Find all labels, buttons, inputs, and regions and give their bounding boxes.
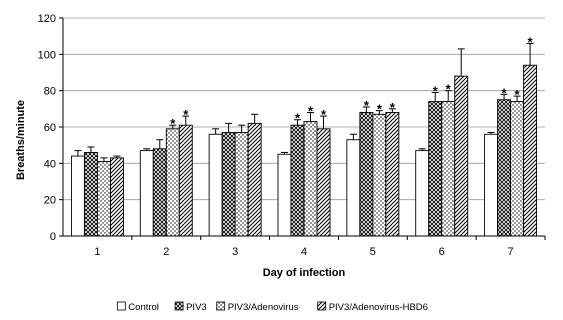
- bar-piv3-day-4: [290, 124, 305, 237]
- significance-star: *: [528, 34, 534, 49]
- significance-star: *: [308, 103, 314, 118]
- bar-control-day-7: [484, 133, 499, 237]
- x-tick-label: 1: [94, 246, 100, 258]
- bar-piv3-adenovirus-hbd6-day-5: [385, 112, 400, 237]
- y-tick-label: 20: [44, 195, 56, 207]
- y-tick-label: 60: [44, 122, 56, 134]
- bar-piv3-adenovirus-hbd6-day-2: [178, 124, 193, 237]
- legend-label: PIV3/Adenovirus-HBD6: [329, 302, 428, 313]
- bar-piv3-day-1: [83, 151, 98, 237]
- bar-control-day-1: [70, 155, 85, 237]
- legend-label: PIV3: [186, 302, 207, 313]
- legend-swatch: [174, 301, 184, 311]
- y-tick-label: 40: [44, 158, 56, 170]
- y-tick-label: 120: [38, 13, 56, 25]
- significance-star: *: [433, 83, 439, 98]
- bar-piv3-adenovirus-hbd6-day-3: [247, 122, 262, 237]
- bar-piv3-day-6: [428, 101, 443, 237]
- legend: Control PIV3 PIV3/Adenovirus PIV3/Adenoviru…: [116, 301, 428, 313]
- x-tick-label: 2: [163, 246, 169, 258]
- bar-piv3-day-7: [497, 99, 512, 237]
- bar-piv3-adenovirus-day-6: [441, 101, 456, 237]
- x-axis-title: Day of infection: [263, 267, 346, 279]
- significance-star: *: [170, 116, 176, 131]
- axes: [59, 17, 546, 240]
- significance-star: *: [515, 87, 521, 102]
- significance-star: *: [502, 85, 508, 100]
- y-axis-title: Breaths/minute: [15, 100, 27, 180]
- significance-star: *: [377, 102, 383, 117]
- bar-piv3-adenovirus-day-4: [303, 121, 318, 237]
- bar-control-day-6: [415, 150, 430, 237]
- significance-markers: * * * * * * * * * * * * *: [170, 34, 533, 131]
- legend-swatch: [317, 301, 327, 311]
- legend-label: PIV3/Adenovirus: [228, 302, 299, 313]
- significance-star: *: [295, 111, 301, 126]
- bar-piv3-day-2: [152, 148, 167, 237]
- x-tick-label: 3: [232, 246, 238, 258]
- bar-piv3-adenovirus-day-2: [165, 128, 180, 237]
- significance-star: *: [390, 100, 396, 115]
- significance-star: *: [321, 107, 327, 122]
- tick-labels: 0 20 40 60 80 100 120 1 2 3 4 5 6 7: [38, 13, 514, 258]
- legend-swatch: [116, 301, 126, 311]
- significance-star: *: [183, 107, 189, 122]
- y-tick-label: 100: [38, 49, 56, 61]
- significance-star: *: [364, 98, 370, 113]
- bar-piv3-adenovirus-hbd6-day-4: [316, 128, 331, 237]
- bar-piv3-day-3: [221, 131, 236, 237]
- x-tick-label: 6: [439, 246, 445, 258]
- bar-control-day-2: [139, 150, 154, 237]
- bar-piv3-adenovirus-day-3: [234, 131, 249, 237]
- bar-control-day-4: [277, 153, 292, 237]
- legend-swatch: [216, 301, 226, 311]
- x-tick-label: 5: [370, 246, 376, 258]
- y-tick-label: 80: [44, 86, 56, 98]
- bar-piv3-adenovirus-day-1: [96, 161, 111, 237]
- bar-piv3-adenovirus-hbd6-day-7: [523, 64, 538, 237]
- error-bars: [74, 42, 534, 162]
- y-tick-label: 0: [50, 231, 56, 243]
- bar-piv3-adenovirus-hbd6-day-6: [454, 75, 469, 237]
- legend-label: Control: [128, 302, 159, 313]
- x-tick-label: 7: [508, 246, 514, 258]
- bar-piv3-adenovirus-hbd6-day-1: [109, 157, 124, 237]
- x-tick-label: 4: [301, 246, 307, 258]
- bar-piv3-day-5: [359, 112, 374, 237]
- significance-star: *: [446, 82, 452, 97]
- bar-control-day-5: [346, 139, 361, 237]
- bar-control-day-3: [208, 133, 223, 237]
- bar-piv3-adenovirus-day-7: [510, 101, 525, 237]
- bar-piv3-adenovirus-day-5: [372, 113, 387, 237]
